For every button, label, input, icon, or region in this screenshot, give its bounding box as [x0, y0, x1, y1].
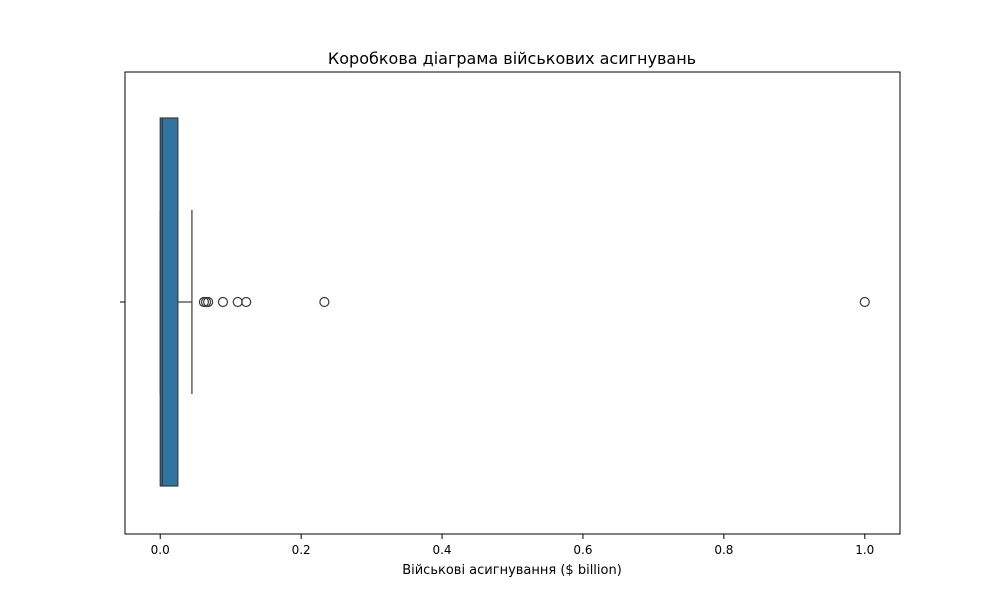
x-tick-label-4: 0.8	[714, 543, 733, 557]
plot-area-frame	[124, 71, 901, 535]
x-tick-label-3: 0.6	[573, 543, 592, 557]
x-axis-label: Військові асигнування ($ billion)	[402, 563, 622, 578]
outlier-point-3	[217, 296, 229, 308]
outlier-point-7	[859, 296, 870, 308]
outlier-point-6	[319, 296, 330, 308]
outlier-point-1	[200, 296, 212, 308]
x-tick-label-0: 0.0	[151, 543, 170, 557]
x-axis: 0.0 0.2 0.4 0.6 0.8 1.0	[120, 301, 874, 557]
box-iqr	[159, 117, 179, 487]
x-tick-label-1: 0.2	[292, 543, 311, 557]
x-tick-label-5: 1.0	[855, 543, 874, 557]
outlier-point-4	[232, 296, 243, 308]
x-tick-label-2: 0.4	[432, 543, 451, 557]
outlier-point-2	[203, 296, 214, 308]
chart-title: Коробкова діаграма військових асигнувань	[328, 49, 696, 68]
outlier-point-5	[241, 296, 252, 308]
chart-marks	[159, 117, 870, 487]
